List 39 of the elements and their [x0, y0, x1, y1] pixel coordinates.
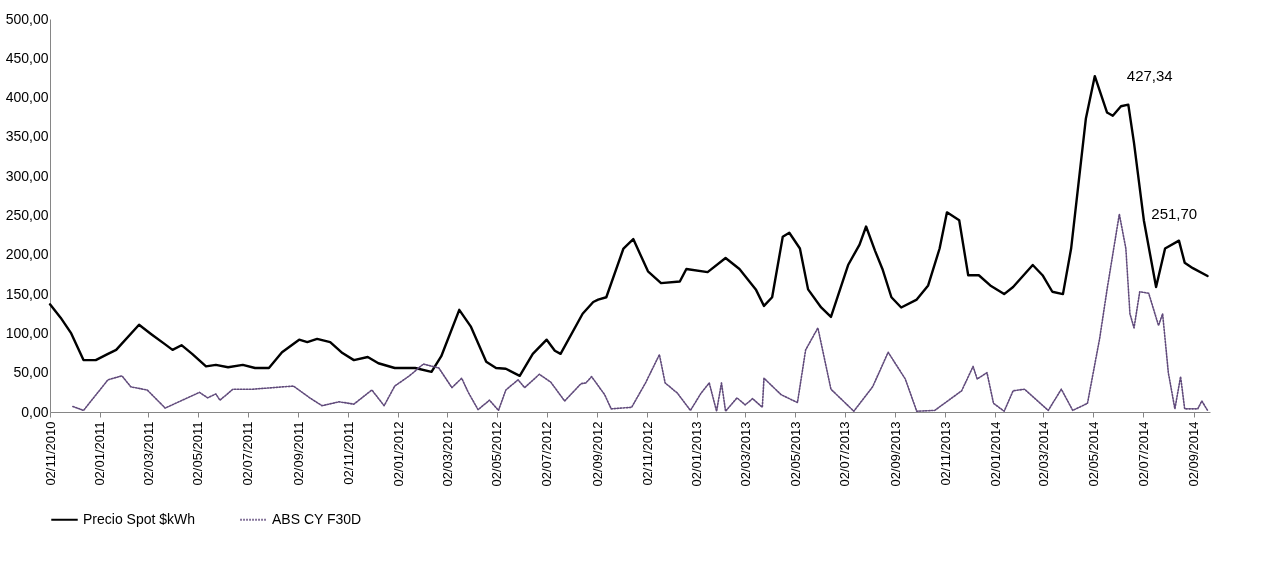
- y-tick-label: 100,00: [5, 324, 49, 341]
- x-tick-label: 02/05/2014: [1085, 421, 1101, 487]
- y-tick-label: 50,00: [13, 364, 49, 381]
- x-tick-label: 02/03/2011: [140, 421, 156, 486]
- x-tick-label: 02/05/2012: [489, 421, 505, 487]
- x-tick-label: 02/09/2011: [290, 421, 306, 486]
- x-tick-label: 02/11/2011: [340, 421, 356, 485]
- x-tick-label: 02/03/2014: [1035, 421, 1051, 487]
- x-tick-label: 02/01/2011: [92, 421, 108, 486]
- x-tick-label: 02/11/2013: [937, 421, 953, 486]
- y-tick-label: 0,00: [21, 403, 49, 420]
- x-tick-label: 02/09/2014: [1186, 421, 1202, 487]
- y-tick-label: 150,00: [5, 285, 49, 302]
- y-tick-label: 250,00: [5, 207, 49, 223]
- y-tick-label: 200,00: [5, 246, 49, 263]
- y-tick-label: 450,00: [5, 49, 49, 66]
- x-tick-label: 02/07/2014: [1135, 421, 1151, 487]
- x-tick-label: 02/11/2012: [639, 421, 655, 486]
- x-tick-label: 02/03/2012: [439, 421, 455, 487]
- legend-label: ABS CY F30D: [272, 510, 362, 527]
- x-tick-label: 02/01/2013: [689, 421, 705, 487]
- x-tick-label: 02/05/2013: [787, 421, 803, 487]
- x-tick-label: 02/03/2013: [737, 421, 753, 487]
- x-tick-label: 02/11/2010: [42, 421, 58, 486]
- x-tick-label: 02/05/2011: [190, 421, 206, 486]
- x-tick-label: 02/09/2012: [589, 421, 605, 487]
- x-tick-label: 02/07/2013: [837, 421, 853, 487]
- annotation: 251,70: [1151, 205, 1198, 223]
- x-tick-label: 02/09/2013: [887, 421, 903, 487]
- x-tick-label: 02/01/2014: [987, 421, 1003, 487]
- x-tick-label: 02/01/2012: [390, 421, 406, 487]
- y-tick-label: 300,00: [5, 167, 49, 184]
- x-tick-label: 02/07/2012: [539, 421, 555, 487]
- y-tick-label: 400,00: [5, 89, 49, 106]
- y-tick-label: 350,00: [5, 128, 49, 145]
- legend-label: Precio Spot $kWh: [83, 510, 196, 527]
- x-tick-label: 02/07/2011: [240, 421, 256, 486]
- y-tick-label: 500,00: [5, 10, 49, 27]
- annotation: 427,34: [1126, 67, 1173, 85]
